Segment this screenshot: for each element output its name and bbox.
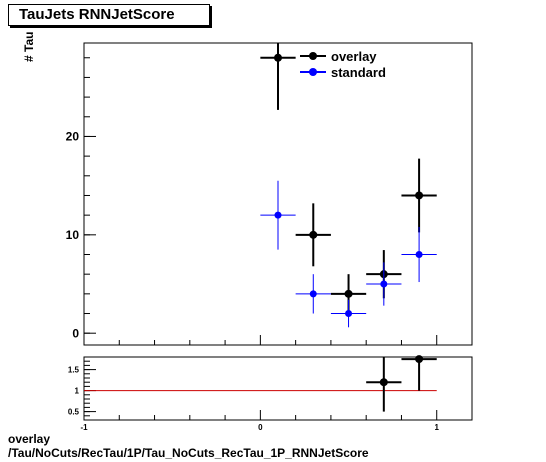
- overlay-point: [415, 191, 424, 200]
- main-y-tick-label: 0: [72, 326, 79, 340]
- standard-point: [309, 290, 317, 298]
- overlay-point: [309, 230, 318, 239]
- main-y-tick-label: 10: [66, 228, 80, 242]
- standard-point: [345, 310, 353, 318]
- standard-point: [380, 280, 388, 288]
- ratio-y-tick-label: 1: [75, 386, 80, 395]
- ratio-x-tick-label: -1: [80, 423, 88, 432]
- main-y-tick-label: 20: [66, 130, 80, 144]
- standard-point: [274, 211, 282, 219]
- legend-label-overlay: overlay: [331, 49, 377, 64]
- legend-marker-overlay: [309, 52, 317, 60]
- ratio-plot-border: [83, 356, 473, 421]
- ratio-y-tick-label: 1.5: [68, 365, 80, 374]
- footer-line-2: /Tau/NoCuts/RecTau/1P/Tau_NoCuts_RecTau_…: [8, 446, 369, 460]
- series-0-point: [415, 355, 424, 364]
- overlay-point: [274, 53, 282, 62]
- overlay-point: [344, 289, 353, 298]
- ratio-plot-frame: 0.5 1 1.5 -1 0 1: [68, 356, 473, 432]
- footer-line-1: overlay: [8, 432, 51, 446]
- ratio-x-tick-label: 1: [435, 423, 440, 432]
- ratio-plot-marks: [84, 355, 437, 412]
- ratio-y-tick-label: 0.5: [68, 407, 80, 416]
- y-axis-label: # Tau: [22, 31, 36, 62]
- legend-marker-standard: [309, 68, 317, 76]
- standard-point: [415, 250, 423, 258]
- series-0-point: [379, 378, 388, 387]
- main-plot-frame: 0 10 20: [66, 42, 473, 346]
- legend-label-standard: standard: [331, 65, 386, 80]
- footer-caption: overlay /Tau/NoCuts/RecTau/1P/Tau_NoCuts…: [8, 432, 369, 460]
- plot-title: TauJets RNNJetScore: [8, 4, 210, 26]
- ratio-x-tick-label: 0: [258, 423, 263, 432]
- main-plot-marks: [260, 43, 437, 328]
